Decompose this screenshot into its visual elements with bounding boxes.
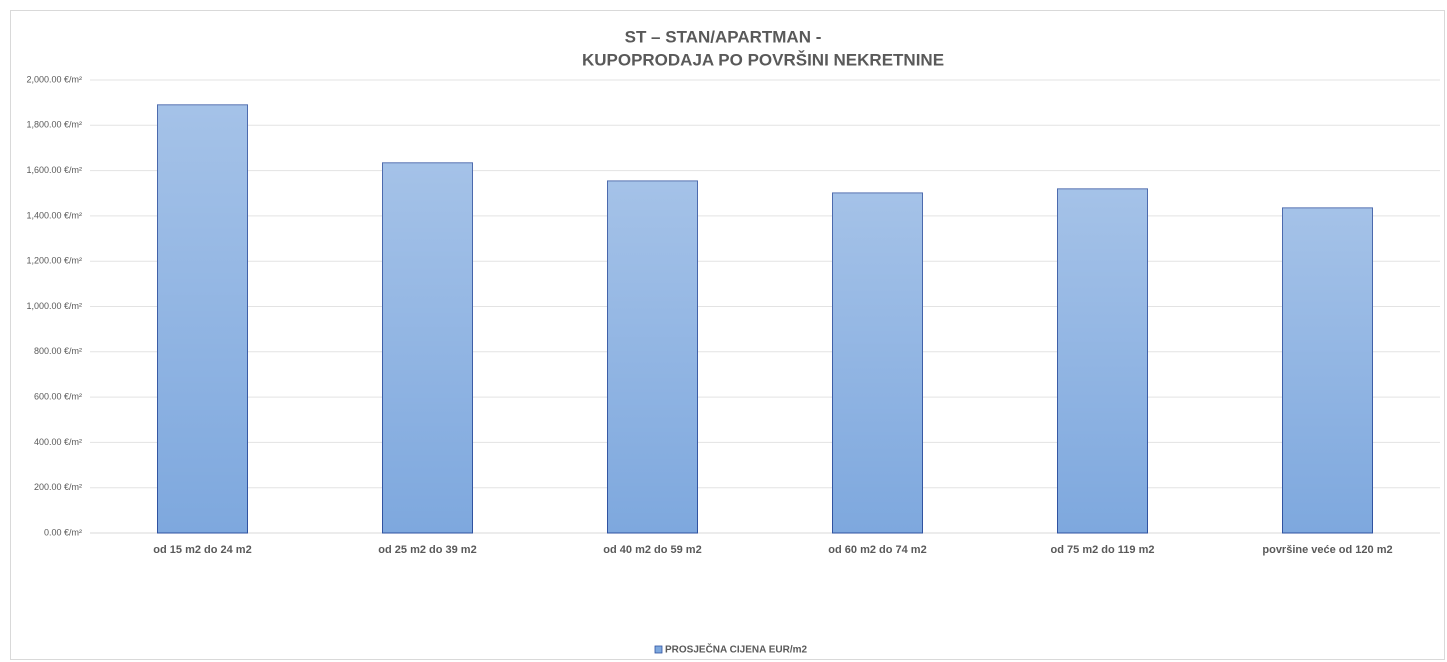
x-tick-label: od 60 m2 do 74 m2 <box>828 544 926 556</box>
y-tick-label: 1,600.00 €/m² <box>26 165 82 175</box>
x-tick-label: od 40 m2 do 59 m2 <box>603 544 701 556</box>
chart-title: ST – STAN/APARTMAN - <box>625 27 822 46</box>
bar <box>382 162 473 534</box>
y-tick-label: 600.00 €/m² <box>34 391 82 401</box>
bar <box>832 192 923 534</box>
y-tick-label: 2,000.00 €/m² <box>26 74 82 84</box>
legend-label: PROSJEČNA CIJENA EUR/m2 <box>665 643 808 656</box>
bar <box>1057 188 1148 534</box>
y-tick-label: 0.00 €/m² <box>44 527 82 537</box>
y-tick-label: 1,800.00 €/m² <box>26 120 82 130</box>
x-tick-label: od 75 m2 do 119 m2 <box>1051 544 1155 556</box>
y-tick-label: 800.00 €/m² <box>34 346 82 356</box>
bar <box>157 104 248 534</box>
y-tick-label: 1,000.00 €/m² <box>26 301 82 311</box>
x-tick-label: od 15 m2 do 24 m2 <box>153 544 251 556</box>
bar <box>607 180 698 534</box>
x-tick-label: od 25 m2 do 39 m2 <box>378 544 476 556</box>
y-tick-label: 1,200.00 €/m² <box>26 256 82 266</box>
y-tick-label: 200.00 €/m² <box>34 482 82 492</box>
x-tick-label: površine veće od 120 m2 <box>1262 544 1392 556</box>
y-tick-label: 400.00 €/m² <box>34 437 82 447</box>
bar <box>1282 207 1373 534</box>
chart-title: KUPOPRODAJA PO POVRŠINI NEKRETNINE <box>582 50 944 69</box>
y-tick-label: 1,400.00 €/m² <box>26 210 82 220</box>
legend-swatch <box>654 645 663 654</box>
chart-frame <box>10 10 1445 660</box>
